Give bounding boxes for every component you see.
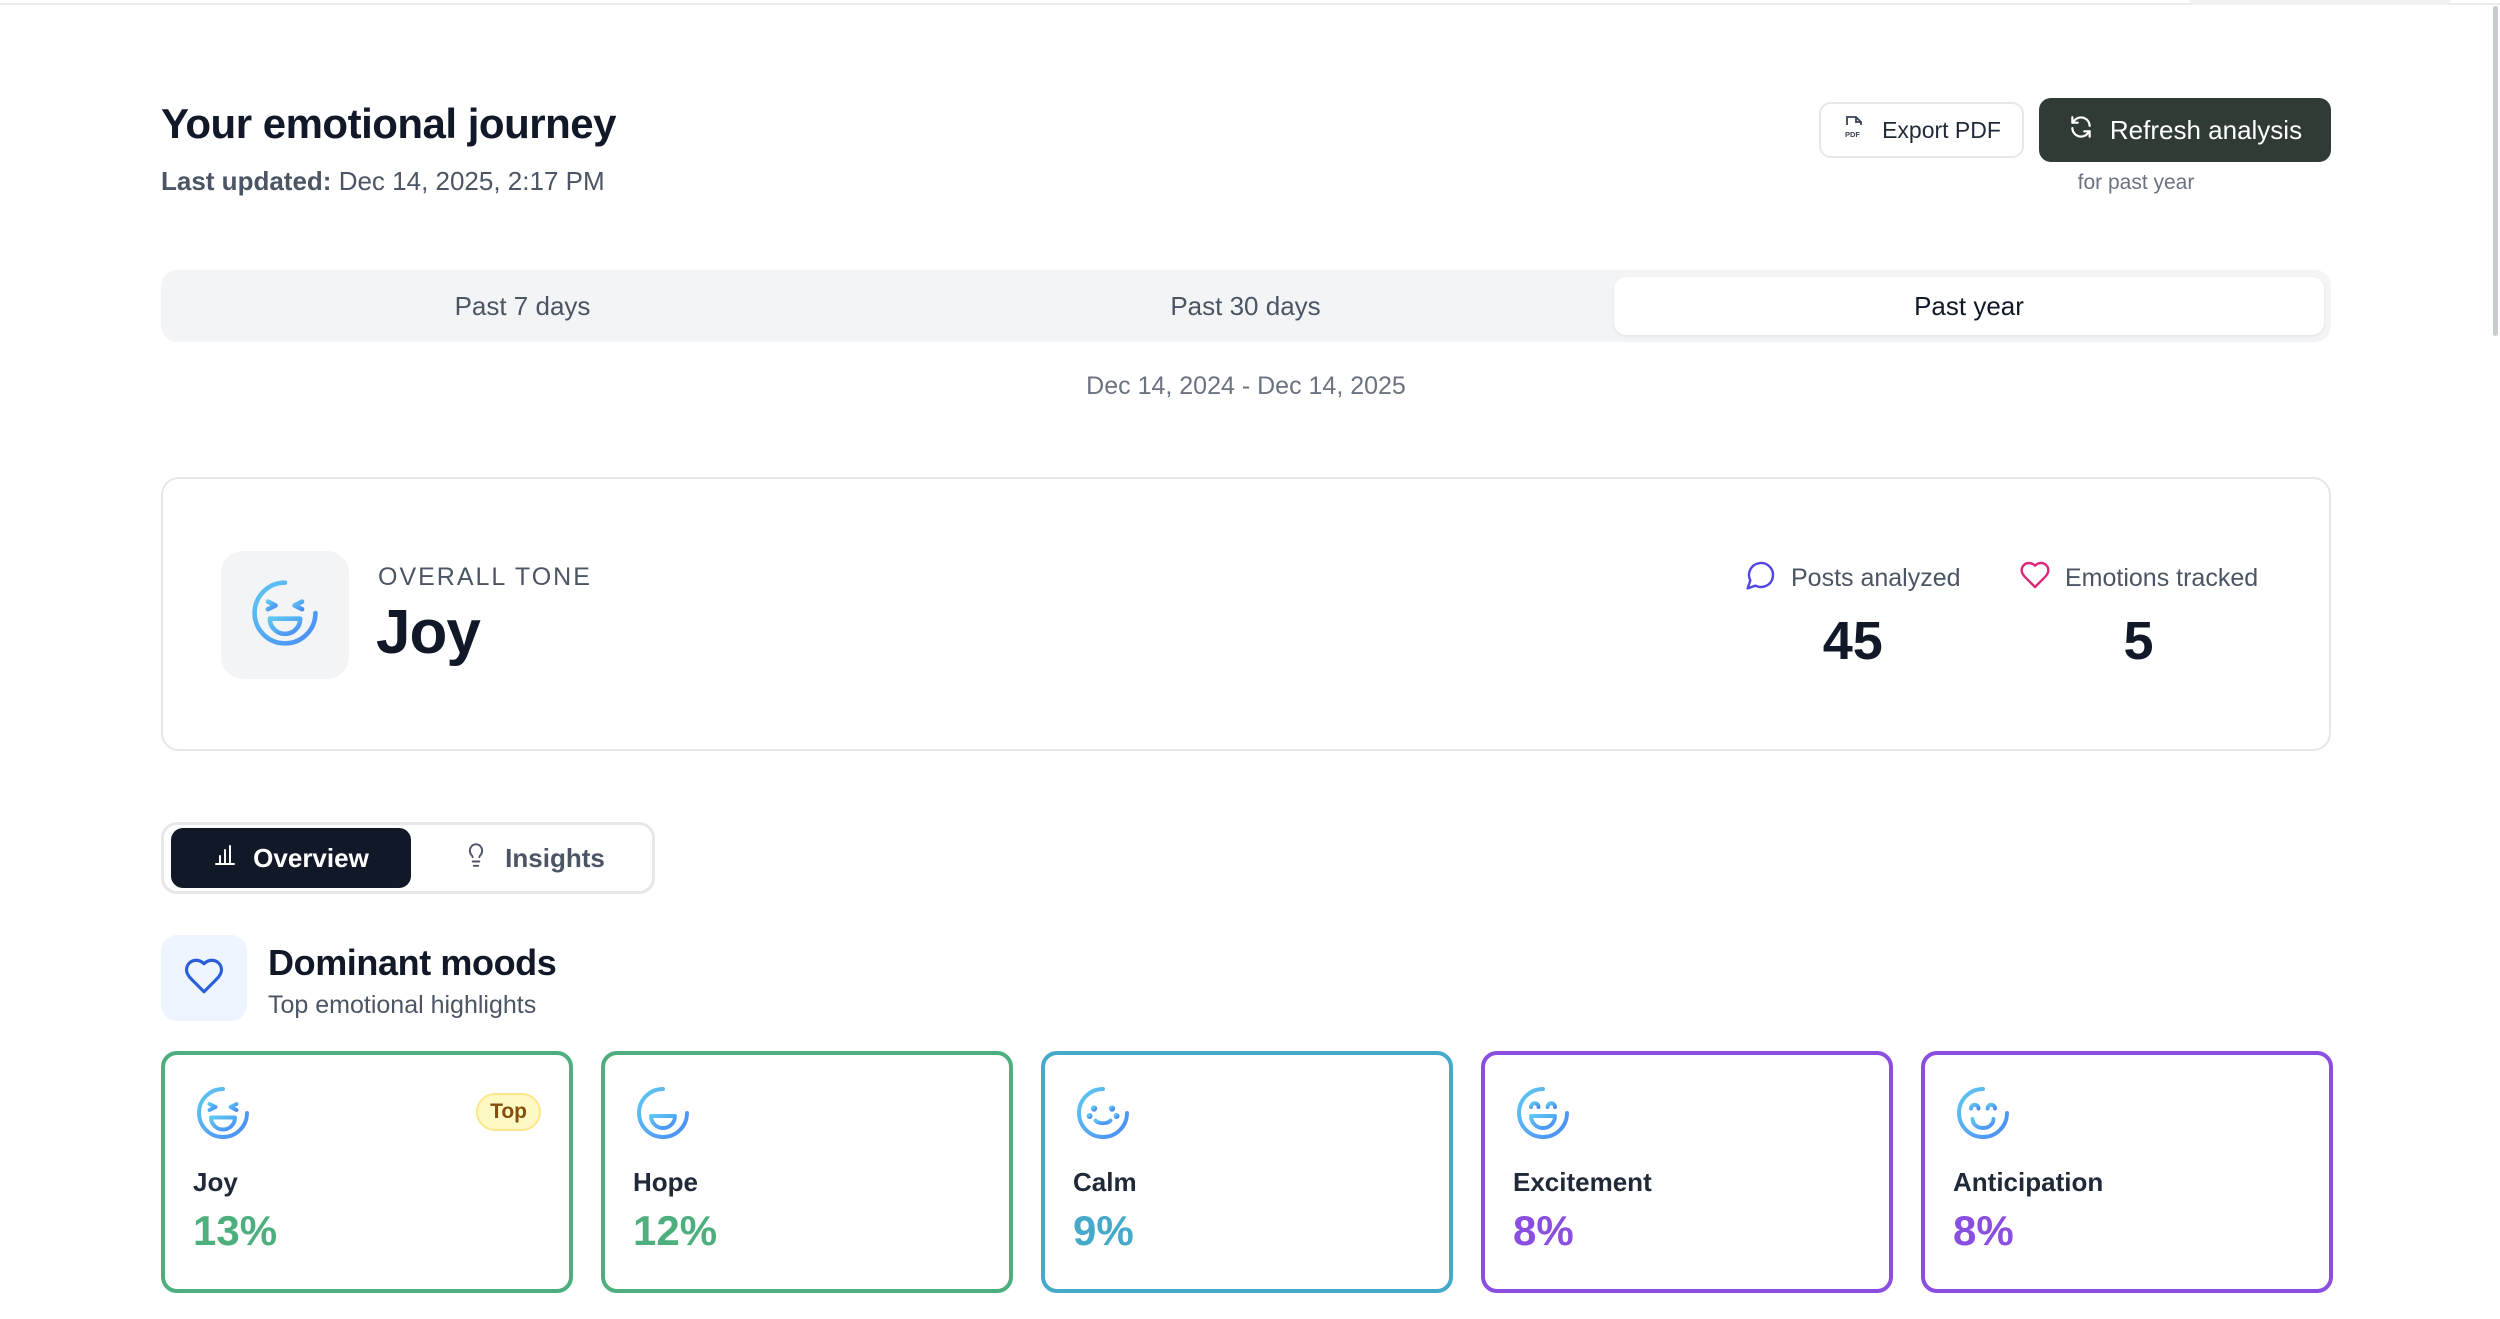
tab-overview[interactable]: Overview — [171, 828, 411, 888]
last-updated-label: Last updated: — [161, 166, 332, 196]
date-range-label: Dec 14, 2024 - Dec 14, 2025 — [1086, 372, 1406, 400]
mood-card-anticipation[interactable]: Anticipation 8% — [1921, 1051, 2333, 1293]
tab-past-7-days[interactable]: Past 7 days — [454, 290, 591, 321]
journey-page: Your emotional journey Last updated: Dec… — [161, 0, 2333, 1319]
top-tab-edge — [2190, 0, 2450, 5]
laughing-face-icon — [247, 575, 323, 656]
mood-percent: 8% — [1513, 1207, 1574, 1254]
mood-percent: 8% — [1953, 1207, 2014, 1254]
pdf-file-icon: PDF — [1842, 114, 1866, 146]
mood-card-calm[interactable]: Calm 9% — [1041, 1051, 1453, 1293]
mood-percent: 13% — [193, 1207, 278, 1254]
bar-chart-icon — [213, 843, 237, 874]
mood-percent: 12% — [633, 1207, 718, 1254]
refresh-caption: for past year — [2077, 171, 2195, 194]
tab-insights-label: Insights — [505, 842, 605, 873]
mood-name: Hope — [633, 1167, 698, 1197]
tab-insights[interactable]: Insights — [414, 825, 654, 891]
page-title: Your emotional journey — [161, 100, 616, 147]
mood-name: Calm — [1073, 1167, 1137, 1197]
last-updated: Last updated: Dec 14, 2025, 2:17 PM — [161, 166, 605, 197]
refresh-icon — [2068, 114, 2094, 147]
tab-past-30-days[interactable]: Past 30 days — [1170, 290, 1321, 321]
svg-text:PDF: PDF — [1845, 130, 1860, 139]
mood-percent: 9% — [1073, 1207, 1134, 1254]
dominant-moods-title: Dominant moods — [268, 942, 557, 983]
emotions-tracked-stat: Emotions tracked 5 — [2019, 559, 2258, 672]
posts-analyzed-value: 45 — [1822, 611, 1883, 671]
posts-analyzed-label: Posts analyzed — [1791, 564, 1961, 592]
last-updated-value: Dec 14, 2025, 2:17 PM — [338, 166, 605, 196]
dominant-moods-icon-wrap — [161, 935, 247, 1021]
dominant-moods-subtitle: Top emotional highlights — [268, 991, 537, 1019]
emotions-tracked-value: 5 — [2123, 611, 2154, 671]
export-pdf-label: Export PDF — [1882, 116, 2001, 143]
lightbulb-icon — [463, 842, 489, 875]
mood-card-joy[interactable]: Top Joy 13% — [161, 1051, 573, 1293]
tab-overview-label: Overview — [253, 842, 369, 873]
view-tabs: Overview Insights — [161, 822, 655, 894]
calm-face-icon — [1073, 1083, 1133, 1148]
mood-name: Joy — [193, 1167, 238, 1197]
overall-tone-value: Joy — [376, 598, 481, 667]
refresh-analysis-button[interactable]: Refresh analysis — [2039, 98, 2331, 162]
laughing-face-icon — [193, 1083, 253, 1148]
top-divider — [0, 0, 2500, 5]
mood-name: Anticipation — [1953, 1167, 2104, 1197]
chat-bubble-icon — [1745, 559, 1777, 598]
top-badge: Top — [476, 1093, 541, 1131]
overall-tone-icon-wrap — [221, 551, 349, 679]
tab-past-year[interactable]: Past year — [1614, 277, 2324, 335]
posts-analyzed-stat: Posts analyzed 45 — [1745, 559, 1961, 672]
overall-tone-label: OVERALL TONE — [378, 563, 592, 591]
excited-face-icon — [1513, 1083, 1573, 1148]
mood-card-excitement[interactable]: Excitement 8% — [1481, 1051, 1893, 1293]
time-range-tabs: Past 7 days Past 30 days Past year — [161, 270, 2331, 342]
heart-icon — [183, 955, 225, 1002]
emotions-tracked-label: Emotions tracked — [2065, 564, 2259, 592]
mood-card-hope[interactable]: Hope 12% — [601, 1051, 1013, 1293]
refresh-label: Refresh analysis — [2109, 114, 2303, 145]
grinning-face-icon — [633, 1083, 693, 1148]
smiling-face-icon — [1953, 1083, 2013, 1148]
heart-icon — [2019, 559, 2051, 598]
scrollbar-thumb[interactable] — [2493, 6, 2498, 336]
mood-name: Excitement — [1513, 1167, 1652, 1197]
overall-tone-card: OVERALL TONE Joy Posts analyzed 45 — [161, 477, 2331, 751]
export-pdf-button[interactable]: PDF Export PDF — [1819, 102, 2024, 158]
